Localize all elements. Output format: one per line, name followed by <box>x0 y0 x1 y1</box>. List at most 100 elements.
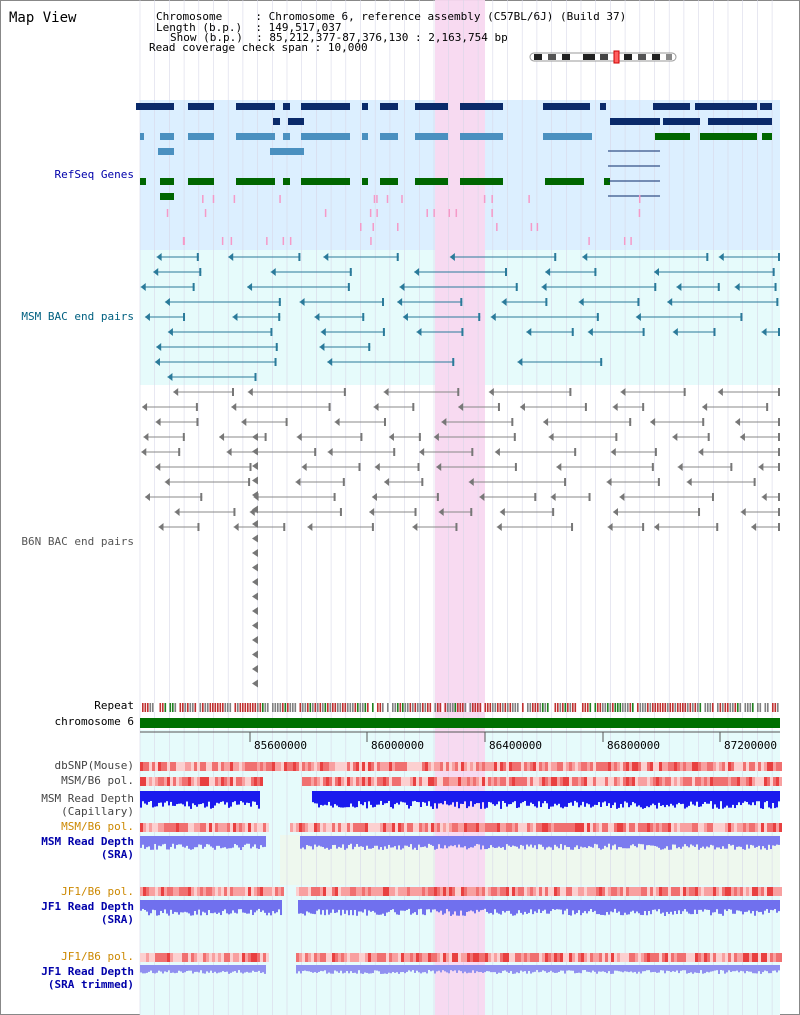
pol-cell <box>731 887 734 896</box>
depth-bar <box>480 791 482 809</box>
repeat-element <box>492 703 494 712</box>
track-label-jf1-depth-trim[interactable]: JF1 Read Depth <box>41 965 134 978</box>
track-label-msm-depth-sra[interactable]: MSM Read Depth <box>41 835 134 848</box>
depth-bar <box>188 900 190 914</box>
pol-cell <box>218 953 221 962</box>
depth-bar <box>344 965 346 973</box>
pol-cell <box>461 887 464 896</box>
depth-bar <box>480 965 482 972</box>
depth-bar <box>690 791 692 802</box>
depth-bar <box>262 965 264 973</box>
pol-cell <box>566 762 569 771</box>
pol-cell <box>491 887 494 896</box>
pol-cell <box>671 953 674 962</box>
pol-cell <box>293 762 296 771</box>
track-label-msm-pol-1[interactable]: MSM/B6 pol. <box>61 774 134 787</box>
pol-cell <box>713 762 716 771</box>
pol-cell <box>275 887 278 896</box>
pol-cell <box>239 953 242 962</box>
track-label-msm-depth-cap[interactable]: MSM Read Depth <box>41 792 134 805</box>
depth-bar <box>572 791 574 806</box>
bac-end-marker <box>702 403 708 411</box>
track-label-dbsnp[interactable]: dbSNP(Mouse) <box>54 759 134 772</box>
depth-bar <box>182 965 184 973</box>
repeat-element <box>409 703 412 712</box>
depth-bar <box>546 791 548 804</box>
depth-bar <box>196 791 198 807</box>
depth-bar <box>140 900 142 911</box>
gene-tick <box>221 237 224 245</box>
pol-cell <box>446 823 449 832</box>
pol-cell <box>326 777 329 786</box>
track-label-b6n-bac[interactable]: B6N BAC end pairs <box>21 535 134 548</box>
pol-cell <box>416 823 419 832</box>
pol-cell <box>323 777 326 786</box>
gene-tick <box>279 195 281 203</box>
pol-cell <box>518 777 521 786</box>
pol-cell <box>194 887 197 896</box>
depth-bar <box>504 900 506 913</box>
bac-end-marker <box>314 448 317 456</box>
repeat-element <box>142 703 144 712</box>
pol-cell <box>398 777 401 786</box>
pol-cell <box>236 953 239 962</box>
pol-cell <box>584 887 587 896</box>
depth-bar <box>244 791 246 805</box>
depth-bar <box>720 965 722 970</box>
pol-cell <box>626 953 629 962</box>
depth-bar <box>188 791 190 807</box>
repeat-element <box>207 703 209 712</box>
repeat-element <box>387 703 389 712</box>
depth-bar <box>164 900 166 910</box>
pol-cell <box>497 887 500 896</box>
bac-end-marker <box>739 433 745 441</box>
bac-end-marker <box>301 463 307 471</box>
depth-bar <box>544 900 546 910</box>
depth-bar <box>434 900 436 910</box>
track-label-refseq[interactable]: RefSeq Genes <box>54 168 134 181</box>
pol-cell <box>455 777 458 786</box>
track-label-repeat[interactable]: Repeat <box>94 699 134 712</box>
pol-cell <box>257 762 260 771</box>
track-label-chromosome[interactable]: chromosome 6 <box>54 715 134 728</box>
track-label-jf1-depth-sra[interactable]: JF1 Read Depth <box>41 900 134 913</box>
pol-cell <box>623 887 626 896</box>
repeat-element <box>444 703 447 712</box>
pol-cell <box>578 953 581 962</box>
pol-cell <box>482 823 485 832</box>
depth-bar <box>494 791 496 806</box>
depth-bar <box>394 791 396 805</box>
pol-cell <box>473 823 476 832</box>
pol-cell <box>407 887 410 896</box>
pol-cell <box>674 777 677 786</box>
depth-bar <box>758 836 760 846</box>
depth-bar <box>418 965 420 973</box>
pol-cell <box>290 823 293 832</box>
repeat-element <box>674 703 677 712</box>
depth-bar <box>384 836 386 847</box>
depth-bar <box>430 900 432 913</box>
pol-cell <box>404 762 407 771</box>
pol-cell <box>758 777 761 786</box>
depth-bar <box>490 965 492 973</box>
depth-bar <box>360 791 362 805</box>
gene-tick <box>370 237 372 245</box>
pol-cell <box>383 953 386 962</box>
repeat-element <box>209 703 212 712</box>
pol-cell <box>212 777 215 786</box>
gene-feature <box>236 178 275 185</box>
track-label-msm-pol-2[interactable]: MSM/B6 pol. <box>61 820 134 833</box>
pol-cell <box>407 762 410 771</box>
depth-bar <box>252 965 254 971</box>
track-label-jf1-pol-1[interactable]: JF1/B6 pol. <box>61 885 134 898</box>
pol-cell <box>254 887 257 896</box>
pol-cell <box>284 762 287 771</box>
track-label-msm-bac[interactable]: MSM BAC end pairs <box>21 310 134 323</box>
pol-cell <box>140 762 143 771</box>
depth-bar <box>718 965 720 974</box>
depth-bar <box>662 791 664 806</box>
depth-bar <box>418 791 420 803</box>
bac-end-marker <box>676 283 682 291</box>
pol-cell <box>317 887 320 896</box>
track-label-jf1-pol-2[interactable]: JF1/B6 pol. <box>61 950 134 963</box>
